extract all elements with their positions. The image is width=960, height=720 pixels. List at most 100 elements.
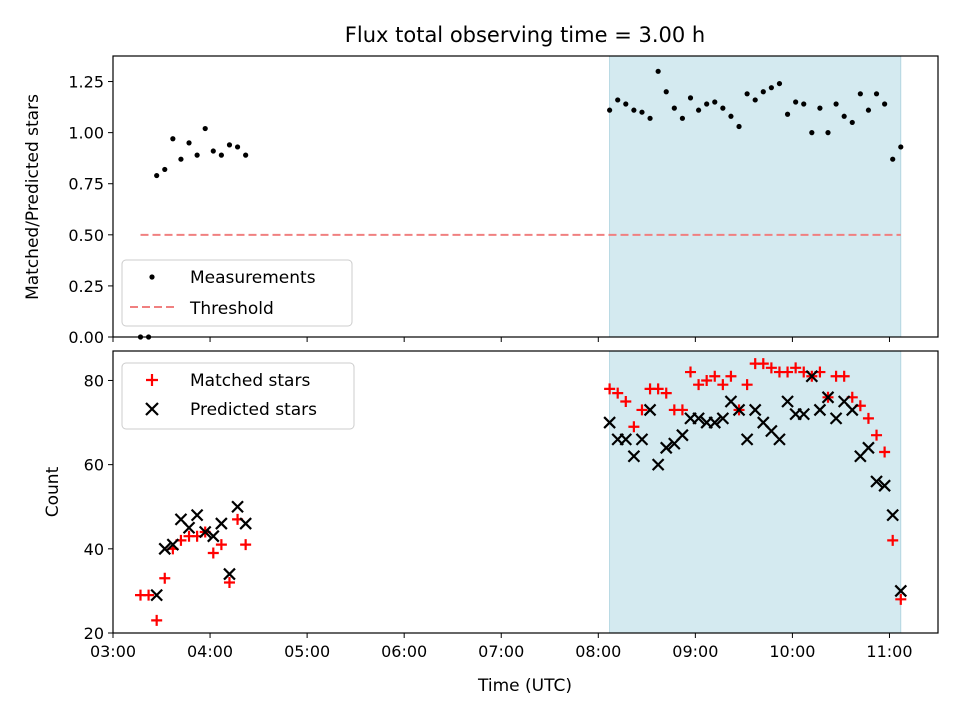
predicted-stars-point [231, 500, 244, 514]
matched-stars-legend-marker [146, 374, 158, 386]
predicted-stars-point [150, 588, 163, 602]
measurements-point [218, 152, 224, 158]
matched-stars-point [725, 370, 737, 382]
measurements-point [720, 105, 726, 111]
measurements-point [194, 152, 200, 158]
matched-stars-point [636, 404, 648, 416]
matched-stars-point [223, 576, 235, 588]
matched-stars-point [604, 383, 616, 395]
x-tick-label: 06:00 [381, 642, 427, 661]
x-tick-label: 08:00 [575, 642, 621, 661]
top-plot-marks [137, 68, 904, 340]
measurements-point [154, 172, 160, 179]
predicted-stars-point [692, 412, 705, 425]
matched-stars-point [717, 379, 729, 391]
measurements-point [226, 142, 233, 148]
measurements-point [704, 101, 710, 107]
matched-stars-point [879, 446, 891, 458]
measurements-point [186, 140, 192, 146]
x-tick-label: 04:00 [187, 642, 233, 661]
measurements-point [857, 91, 863, 97]
predicted-stars-point [158, 542, 172, 556]
predicted-stars-point [813, 403, 827, 417]
predicted-stars-point [748, 403, 762, 417]
measurements-point [679, 115, 686, 121]
x-tick-label: 10:00 [769, 642, 815, 661]
y-tick-label: 0.75 [68, 175, 104, 194]
x-tick-label: 09:00 [672, 642, 718, 661]
measurements-point [655, 68, 661, 74]
top-axes-frame [112, 55, 939, 338]
predicted-stars-point [190, 508, 204, 522]
predicted-stars-legend-label: Predicted stars [190, 400, 317, 420]
matched-stars-point [838, 370, 850, 382]
bottom-legend: Matched stars Predicted stars [121, 362, 355, 430]
y-tick-label: 0.00 [68, 328, 104, 347]
predicted-stars-point [207, 529, 220, 543]
x-tick-label: 03:00 [90, 642, 136, 661]
bottom-plot-marks [135, 358, 908, 626]
measurements-point [768, 85, 774, 91]
matched-stars-point [862, 412, 874, 424]
matched-stars-point [240, 539, 252, 551]
chart-title: Flux total observing time = 3.00 h [345, 23, 705, 47]
y-tick-label: 0.50 [68, 226, 104, 245]
matched-stars-point [652, 383, 664, 395]
observing-window-shade [609, 350, 902, 634]
y-tick-label: 0.25 [68, 277, 104, 296]
measurements-point [202, 125, 208, 132]
matched-stars-point [143, 589, 155, 601]
measurements-point [890, 156, 896, 162]
measurements-point [760, 89, 766, 95]
measurements-point [873, 91, 880, 97]
top-y-axis-ticks: 0.00 0.25 0.50 0.75 1.00 1.25 [68, 73, 113, 347]
predicted-stars-point [886, 508, 899, 522]
measurements-legend-marker [149, 274, 155, 280]
measurements-point [865, 107, 872, 113]
y-tick-label: 1.25 [68, 73, 104, 92]
predicted-stars-point [740, 433, 754, 446]
x-tick-label: 11:00 [866, 642, 912, 661]
predicted-stars-point [805, 369, 819, 383]
measurements-point [663, 89, 669, 95]
measurements-point [615, 97, 621, 103]
matched-stars-point [660, 387, 672, 399]
top-y-axis-label: Matched/Predicted stars [23, 94, 43, 300]
predicted-stars-point [821, 391, 835, 404]
measurements-point [809, 130, 815, 136]
predicted-stars-point [829, 412, 843, 425]
measurements-point [695, 107, 702, 113]
y-tick-label: 80 [84, 371, 104, 390]
y-tick-label: 1.00 [68, 124, 104, 143]
bottom-shaded-interval [609, 350, 902, 634]
measurements-point [898, 144, 904, 150]
matched-stars-point [790, 362, 802, 374]
measurements-point [728, 113, 734, 119]
measurements-point [170, 136, 176, 142]
measurements-point [752, 97, 758, 103]
predicted-stars-point [635, 433, 649, 446]
predicted-stars-legend-marker [145, 402, 159, 416]
measurements-point [776, 80, 783, 87]
matched-stars-point [207, 547, 219, 559]
matched-stars-point [612, 387, 624, 399]
y-tick-label: 40 [84, 540, 104, 559]
top-panel: 0.00 0.25 0.50 0.75 1.00 1.25 Matched/Predict… [23, 55, 939, 347]
measurements-point [234, 144, 241, 150]
predicted-stars-point [215, 517, 228, 530]
matched-stars-point [151, 614, 163, 626]
measurements-point [631, 107, 637, 113]
predicted-stars-point [797, 407, 811, 421]
predicted-stars-point [239, 517, 252, 530]
matched-stars-point [159, 572, 171, 584]
measurements-point [784, 111, 791, 117]
matched-stars-legend-label: Matched stars [190, 371, 310, 391]
predicted-stars-point [619, 433, 633, 446]
predicted-stars-point [651, 458, 665, 471]
predicted-stars-point [870, 475, 883, 488]
measurements-point [243, 152, 249, 158]
measurements-point [793, 99, 799, 105]
matched-stars-point [701, 374, 713, 386]
x-tick-label: 07:00 [478, 642, 524, 661]
